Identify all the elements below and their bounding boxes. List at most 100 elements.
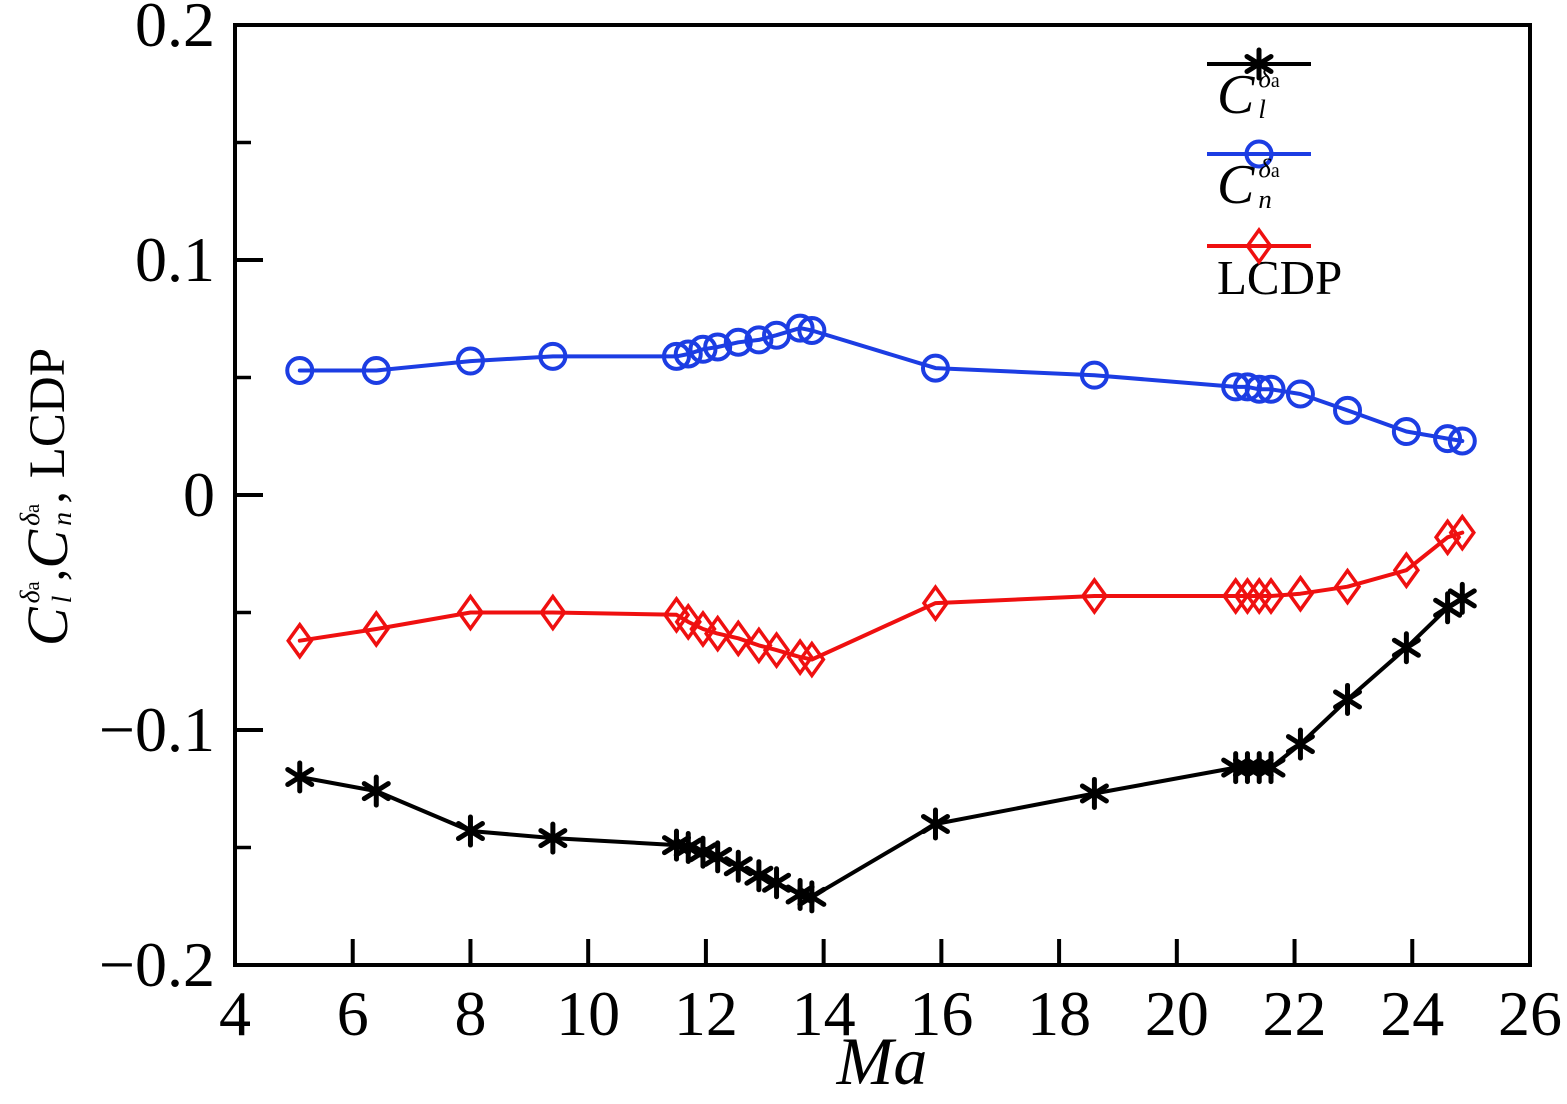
legend-marker-sample (1207, 47, 1311, 81)
C_n_delta_a-marker (1391, 417, 1421, 447)
circle-marker-icon (661, 341, 691, 371)
circle-marker-icon (455, 346, 485, 376)
asterisk-marker-icon (1391, 637, 1421, 658)
LCDP-marker (362, 609, 390, 648)
C_l_delta_a-marker (538, 821, 568, 855)
diamond-marker-icon (1222, 577, 1250, 616)
circle-marker-icon (1447, 426, 1477, 456)
LCDP-marker (286, 621, 314, 660)
circle-marker-icon (1285, 379, 1315, 409)
asterisk-marker-icon (661, 835, 691, 856)
C_l_delta_a-marker (744, 859, 774, 893)
C_n_delta_a-marker (455, 346, 485, 376)
diamond-marker-icon (539, 593, 567, 632)
circle-marker-icon (1391, 417, 1421, 447)
circle-marker-icon (1333, 395, 1363, 425)
circle-marker-icon (1256, 374, 1286, 404)
C_n_delta_a-marker (361, 355, 391, 385)
circle-marker-icon (744, 325, 774, 355)
C_l_delta_a-marker (673, 831, 703, 864)
asterisk-marker-icon (688, 842, 718, 863)
C_l_delta_a-marker (1256, 751, 1286, 785)
C_n_delta_a-marker (1244, 374, 1274, 404)
C_n_delta_a-marker (797, 316, 827, 345)
asterisk-marker-icon (1333, 689, 1363, 710)
diamond-marker-icon (286, 621, 314, 660)
C_l_delta_a-marker (688, 835, 718, 869)
C_l_delta_a-marker (723, 849, 753, 883)
C_l_delta_a-marker (1333, 682, 1363, 716)
diamond-marker-icon (1448, 513, 1476, 552)
asterisk-marker-icon (1256, 757, 1286, 778)
LCDP-marker (1257, 577, 1285, 616)
LCDP-marker (1333, 567, 1362, 606)
LCDP-marker (762, 631, 791, 670)
C_l_delta_a-marker (285, 760, 315, 794)
series-markers-C_n_delta_a (285, 313, 1477, 456)
LCDP-marker (539, 593, 567, 632)
C_n_delta_a-marker (744, 325, 774, 355)
asterisk-marker-icon (1447, 588, 1477, 609)
circle-marker-icon (703, 332, 733, 362)
C_n_delta_a-marker (1285, 379, 1315, 409)
asterisk-marker-icon (285, 767, 315, 787)
diamond-marker-icon (674, 602, 702, 641)
LCDP-marker (921, 584, 950, 623)
series-markers-C_l_delta_a (285, 581, 1477, 914)
C_n_delta_a-marker (661, 341, 691, 371)
y-tick-label: 0.1 (135, 224, 215, 295)
LCDP-marker (674, 602, 702, 641)
label-text: , LCDP (19, 347, 76, 504)
LCDP-marker (1433, 518, 1462, 557)
LCDP-marker (724, 619, 752, 658)
C_n_delta_a-marker (1433, 424, 1463, 454)
LCDP-marker (1448, 513, 1476, 552)
LCDP-marker (1222, 577, 1250, 616)
legend-label-LCDP: LCDP (1217, 253, 1342, 302)
diamond-marker-icon (921, 584, 950, 623)
LCDP-marker (689, 609, 717, 648)
diamond-marker-icon (1286, 574, 1315, 613)
asterisk-marker-icon (744, 865, 774, 886)
C_n_delta_a-marker (920, 353, 950, 383)
x-tick-label: 10 (556, 978, 620, 1049)
circle-marker-icon (797, 316, 827, 345)
x-tick-label: 4 (219, 978, 251, 1049)
legend-marker-sample (1207, 139, 1311, 169)
circle-marker-icon (673, 339, 703, 369)
label-text: LCDP (1217, 249, 1343, 305)
C_n_delta_a-marker (538, 341, 568, 371)
diamond-marker-icon (724, 619, 752, 658)
C_l_delta_a-marker (703, 840, 733, 874)
LCDP-marker (1080, 577, 1109, 616)
circle-marker-icon (1079, 360, 1109, 390)
LCDP-marker (704, 614, 732, 653)
diamond-marker-icon (1233, 577, 1262, 616)
asterisk-marker-icon (1079, 783, 1109, 804)
C_l_delta_a-marker (455, 814, 485, 848)
x-tick-label: 22 (1263, 978, 1327, 1049)
series-line-C_l_delta_a (297, 596, 1465, 899)
circle-marker-icon (285, 355, 315, 385)
x-tick-label: 24 (1380, 978, 1444, 1049)
asterisk-marker-icon (703, 846, 733, 867)
C_n_delta_a-marker (1333, 395, 1363, 425)
C_n_delta_a-marker (723, 327, 753, 357)
asterisk-marker-icon (455, 821, 485, 842)
y-tick-label: 0.2 (135, 0, 215, 60)
y-tick-label: −0.2 (99, 929, 215, 1000)
diamond-marker-icon (798, 640, 826, 679)
asterisk-marker-icon (723, 856, 753, 877)
C_l_delta_a-marker (762, 866, 792, 900)
C_n_delta_a-marker (703, 332, 733, 362)
diamond-marker-icon (1245, 577, 1273, 616)
plot-area-border (233, 23, 1532, 967)
x-tick-label: 8 (454, 978, 486, 1049)
diamond-marker-icon (762, 631, 791, 670)
asterisk-marker-icon (797, 886, 827, 907)
